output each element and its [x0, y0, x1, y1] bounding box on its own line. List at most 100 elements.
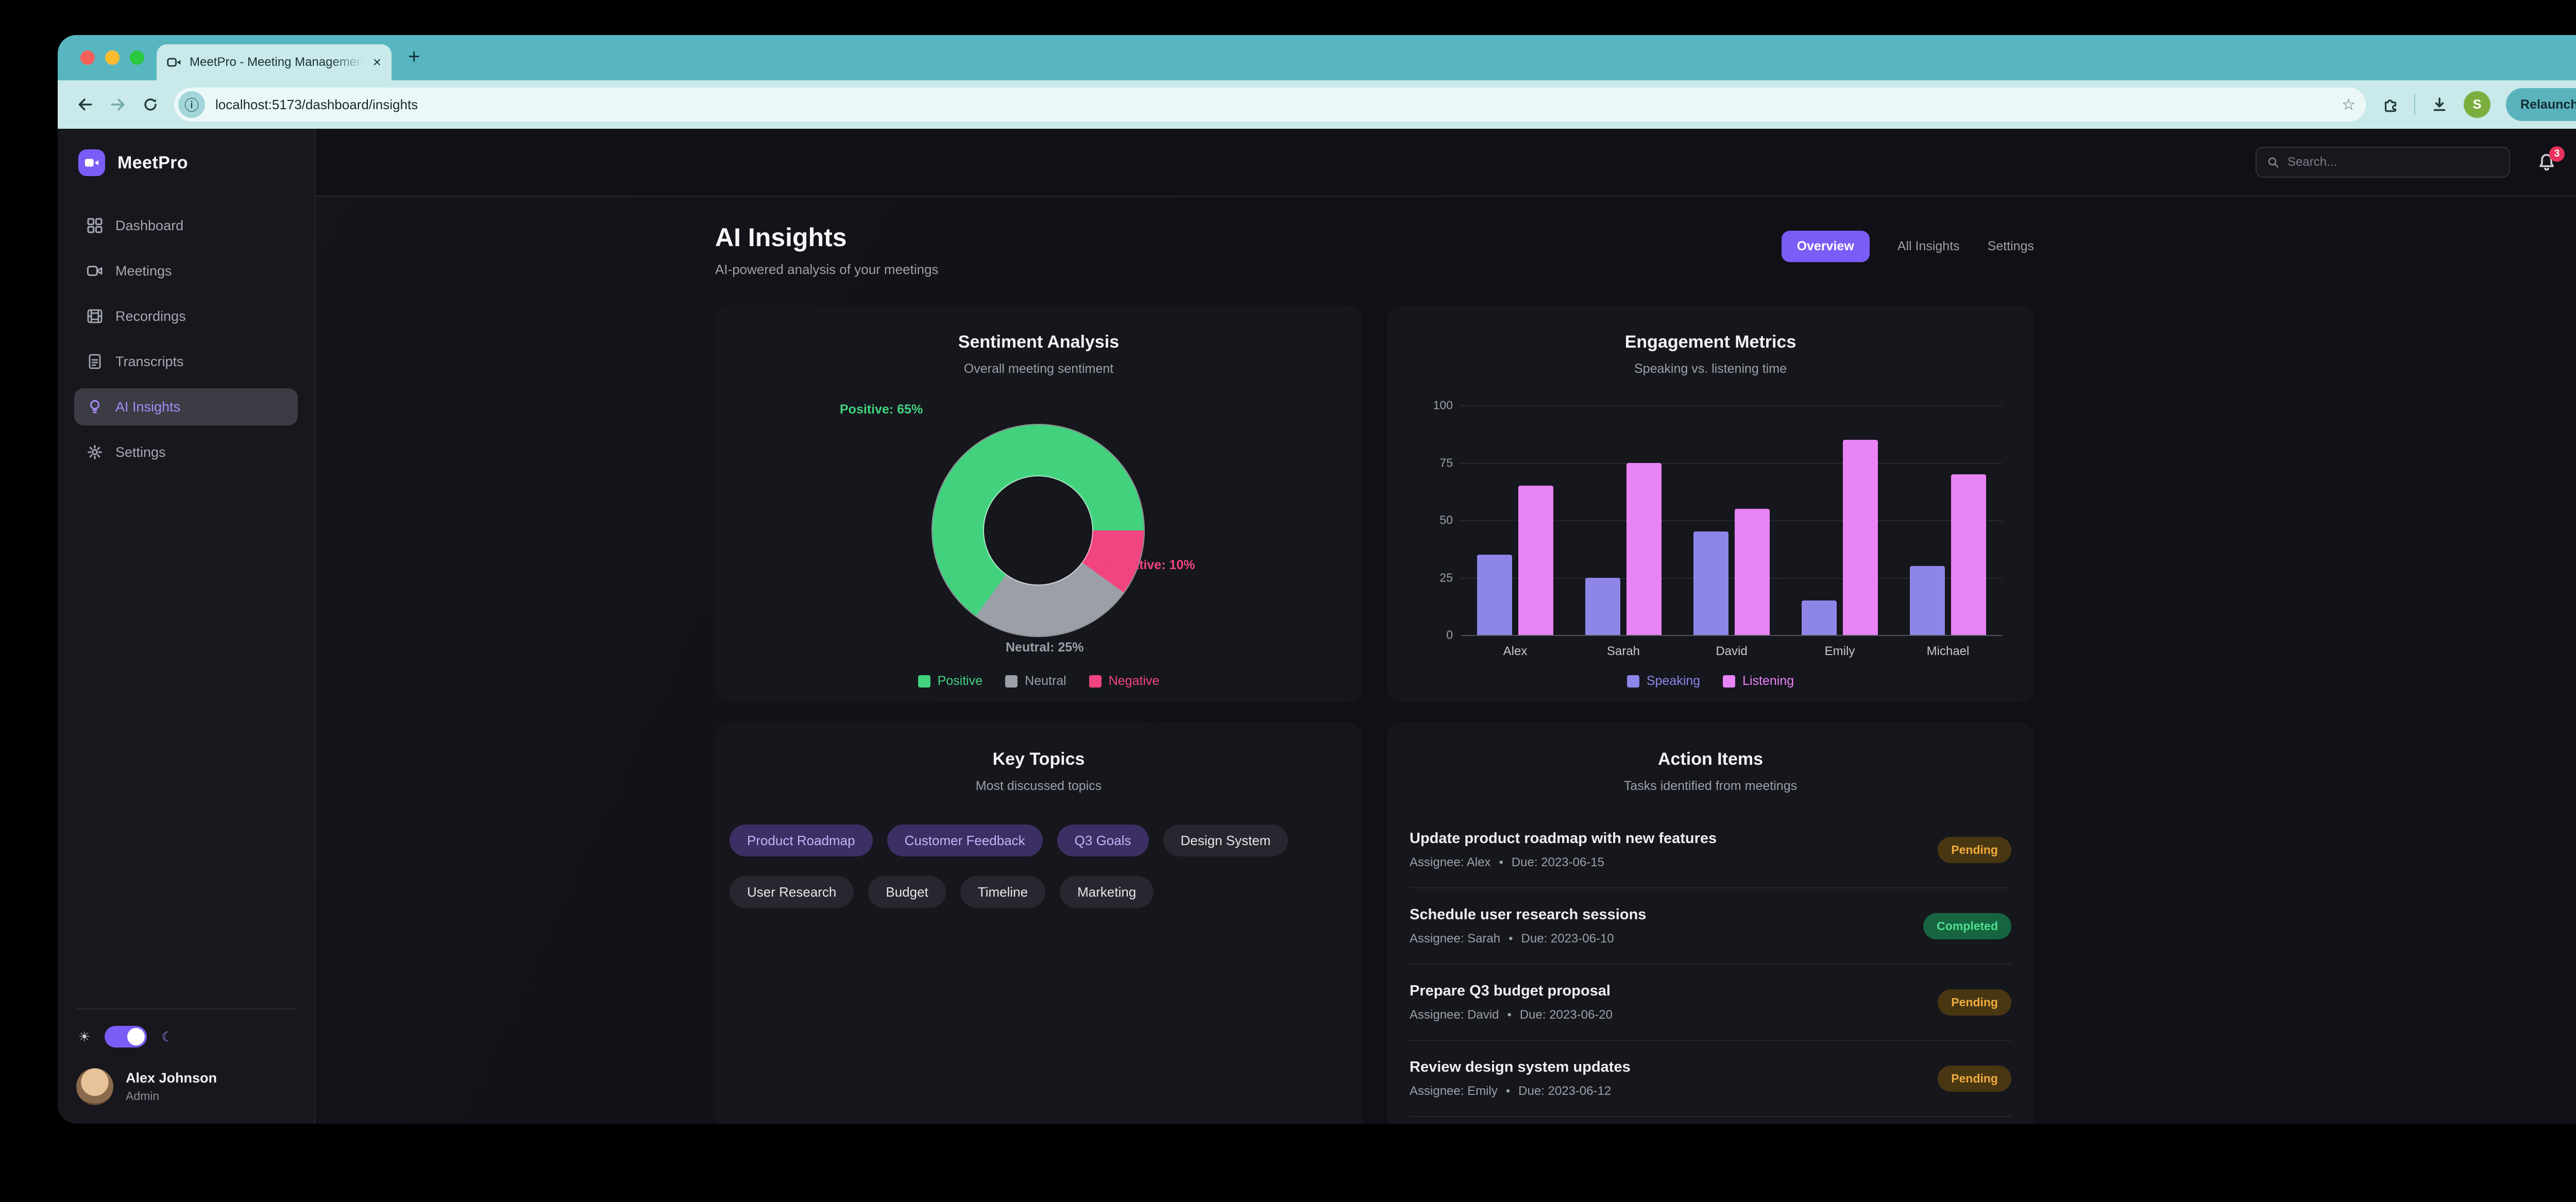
action-item-row[interactable]: Schedule user research sessions Assignee…	[1410, 888, 2011, 965]
x-label-michael: Michael	[1926, 644, 1970, 658]
card-title: Action Items	[1657, 749, 1764, 769]
topic-chip[interactable]: User Research	[730, 876, 854, 908]
sidebar-item-label: Dashboard	[115, 217, 184, 233]
notification-count-badge: 3	[2549, 146, 2565, 162]
y-tick-25: 25	[1439, 571, 1453, 584]
action-item-due: Due: 2023-06-10	[1521, 931, 1614, 946]
bar-group-emily	[1786, 405, 1894, 635]
topic-chip[interactable]: Design System	[1163, 825, 1289, 856]
sentiment-donut-chart	[933, 425, 1144, 636]
address-bar[interactable]: ⓘ localhost:5173/dashboard/insights ☆	[174, 88, 2366, 122]
status-badge: Pending	[1938, 989, 2011, 1016]
gear-icon	[87, 444, 103, 460]
topic-chip[interactable]: Timeline	[960, 876, 1046, 908]
action-item-due: Due: 2023-06-15	[1511, 855, 1604, 869]
site-info-icon[interactable]: ⓘ	[178, 91, 205, 118]
status-badge: Pending	[1938, 1065, 2011, 1092]
action-items-card: Action Items Tasks identified from meeti…	[1387, 723, 2034, 1124]
donut-hole	[984, 476, 1092, 585]
topic-chip[interactable]: Product Roadmap	[730, 825, 873, 856]
legend-swatch-negative	[1089, 675, 1101, 688]
search-input[interactable]	[2287, 155, 2499, 169]
user-role: Admin	[126, 1089, 160, 1103]
toolbar-separator	[2414, 94, 2416, 115]
sidebar-nav: Dashboard Meetings Recordings	[74, 207, 298, 471]
dot-separator: •	[1507, 1007, 1512, 1022]
action-item-row[interactable]: Review design system updates Assignee: E…	[1410, 1041, 2011, 1117]
x-label-david: David	[1716, 644, 1748, 658]
bar-group-michael	[1894, 405, 2002, 635]
user-profile-row[interactable]: Alex Johnson Admin	[74, 1068, 298, 1105]
sidebar-item-dashboard[interactable]: Dashboard	[74, 207, 298, 244]
sidebar-item-label: Transcripts	[115, 353, 184, 369]
meetpro-logo-camera-icon	[78, 149, 105, 176]
browser-tab[interactable]: MeetPro - Meeting Management ×	[157, 44, 392, 80]
topic-chip[interactable]: Marketing	[1060, 876, 1154, 908]
zoom-window-button[interactable]	[130, 50, 144, 65]
sun-icon: ☀	[78, 1028, 91, 1044]
sidebar-item-transcripts[interactable]: Transcripts	[74, 343, 298, 380]
action-item-title: Update product roadmap with new features	[1410, 830, 1717, 847]
url-text: localhost:5173/dashboard/insights	[215, 96, 418, 112]
topic-chip[interactable]: Q3 Goals	[1057, 825, 1149, 856]
sidebar-item-meetings[interactable]: Meetings	[74, 252, 298, 289]
relaunch-label: Relaunch to update	[2520, 97, 2576, 112]
browser-toolbar: ⓘ localhost:5173/dashboard/insights ☆ S …	[58, 80, 2576, 129]
film-icon	[87, 308, 103, 324]
tab-settings[interactable]: Settings	[1987, 239, 2034, 253]
search-box[interactable]	[2256, 147, 2510, 178]
sidebar-item-ai-insights[interactable]: AI Insights	[74, 388, 298, 425]
legend-label-listening: Listening	[1742, 674, 1794, 688]
tab-overview[interactable]: Overview	[1781, 231, 1870, 262]
card-subtitle: Speaking vs. listening time	[1634, 362, 1787, 376]
engagement-metrics-card: Engagement Metrics Speaking vs. listenin…	[1387, 305, 2034, 702]
dark-mode-toggle[interactable]	[105, 1026, 147, 1048]
card-title: Sentiment Analysis	[958, 332, 1120, 352]
action-item-assignee: Assignee: Sarah	[1410, 931, 1501, 946]
x-label-emily: Emily	[1824, 644, 1855, 658]
new-tab-button[interactable]: +	[408, 45, 420, 68]
browser-profile-avatar[interactable]: S	[2464, 91, 2491, 118]
bookmark-star-icon[interactable]: ☆	[2342, 96, 2356, 113]
topic-chip[interactable]: Customer Feedback	[887, 825, 1043, 856]
sidebar-item-recordings[interactable]: Recordings	[74, 298, 298, 335]
dot-separator: •	[1499, 855, 1503, 869]
tab-close-icon[interactable]: ×	[372, 54, 381, 70]
tab-all-insights[interactable]: All Insights	[1897, 239, 1960, 253]
document-icon	[87, 353, 103, 370]
action-item-title: Schedule user research sessions	[1410, 906, 1647, 923]
gridline-25	[1461, 577, 2002, 579]
video-camera-icon	[87, 263, 103, 279]
legend-label-negative: Negative	[1108, 674, 1160, 688]
action-item-assignee: Assignee: Emily	[1410, 1084, 1498, 1098]
legend-swatch-positive	[918, 675, 930, 688]
meetpro-app: MeetPro Dashboard Meetings	[58, 129, 2576, 1124]
back-button[interactable]	[76, 96, 94, 113]
notifications-button[interactable]: 3	[2537, 146, 2565, 172]
gridline-100	[1461, 405, 2002, 406]
reload-button[interactable]	[142, 96, 159, 113]
bar-group-sarah	[1569, 405, 1677, 635]
forward-button[interactable]	[109, 96, 127, 113]
card-subtitle: Overall meeting sentiment	[963, 362, 1114, 376]
relaunch-to-update-button[interactable]: Relaunch to update ⋮	[2506, 88, 2576, 121]
y-tick-100: 100	[1433, 398, 1453, 412]
extensions-puzzle-icon[interactable]	[2381, 96, 2399, 113]
action-item-row[interactable]: Prepare Q3 budget proposal Assignee: Dav…	[1410, 965, 2011, 1041]
tab-favicon-camera-icon	[167, 55, 181, 70]
action-item-row[interactable]: Update product roadmap with new features…	[1410, 812, 2011, 888]
moon-icon: ☾	[161, 1028, 174, 1044]
sidebar-item-label: Meetings	[115, 263, 172, 279]
close-window-button[interactable]	[80, 50, 95, 65]
downloads-icon[interactable]	[2431, 96, 2448, 113]
x-label-sarah: Sarah	[1606, 644, 1640, 658]
listening-bar-alex	[1518, 486, 1553, 635]
listening-bar-emily	[1843, 439, 1878, 635]
topic-chip[interactable]: Budget	[868, 876, 946, 908]
sidebar-item-settings[interactable]: Settings	[74, 434, 298, 471]
x-label-alex: Alex	[1503, 644, 1528, 658]
minimize-window-button[interactable]	[105, 50, 120, 65]
legend-label-positive: Positive	[937, 674, 983, 688]
status-badge: Completed	[1923, 913, 2011, 939]
sentiment-analysis-card: Sentiment Analysis Overall meeting senti…	[715, 305, 1362, 702]
